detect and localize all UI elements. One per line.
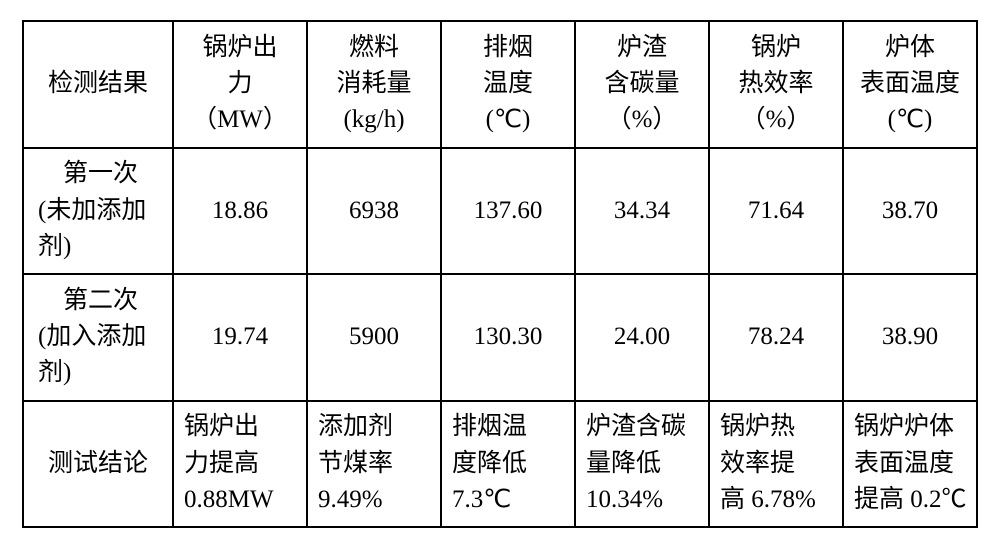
table-header-row: 检测结果 锅炉出 力 （MW） 燃料 消耗量 (kg/h) 排烟 温度 (℃) … — [23, 21, 977, 148]
col-header-efficiency: 锅炉 热效率 （%） — [709, 21, 843, 148]
cell-value: 71.64 — [709, 148, 843, 275]
row-label-first: 第一次 (未加添加 剂) — [23, 148, 173, 275]
cell-value: 6938 — [307, 148, 441, 275]
table-conclusion-row: 测试结论 锅炉出 力提高 0.88MW 添加剂 节煤率 9.49% 排烟温 度降… — [23, 401, 977, 528]
row-label-second: 第二次 (加入添加 剂) — [23, 274, 173, 401]
conclusion-output: 锅炉出 力提高 0.88MW — [173, 401, 307, 528]
cell-value: 38.70 — [843, 148, 977, 275]
cell-value: 19.74 — [173, 274, 307, 401]
col-header-fuel: 燃料 消耗量 (kg/h) — [307, 21, 441, 148]
cell-value: 38.90 — [843, 274, 977, 401]
cell-value: 5900 — [307, 274, 441, 401]
col-header-exhaust-temp: 排烟 温度 (℃) — [441, 21, 575, 148]
cell-value: 130.30 — [441, 274, 575, 401]
table-row: 第二次 (加入添加 剂) 19.74 5900 130.30 24.00 78.… — [23, 274, 977, 401]
col-header-carbon: 炉渣 含碳量 （%） — [575, 21, 709, 148]
conclusion-carbon: 炉渣含碳 量降低 10.34% — [575, 401, 709, 528]
col-header-text: 检测结果 — [28, 66, 168, 102]
cell-value: 78.24 — [709, 274, 843, 401]
conclusion-label: 测试结论 — [23, 401, 173, 528]
results-table: 检测结果 锅炉出 力 （MW） 燃料 消耗量 (kg/h) 排烟 温度 (℃) … — [22, 20, 978, 528]
cell-value: 137.60 — [441, 148, 575, 275]
conclusion-surface-temp: 锅炉炉体 表面温度 提高 0.2℃ — [843, 401, 977, 528]
conclusion-exhaust-temp: 排烟温 度降低 7.3℃ — [441, 401, 575, 528]
cell-value: 24.00 — [575, 274, 709, 401]
col-header-output: 锅炉出 力 （MW） — [173, 21, 307, 148]
cell-value: 34.34 — [575, 148, 709, 275]
conclusion-fuel: 添加剂 节煤率 9.49% — [307, 401, 441, 528]
col-header-surface-temp: 炉体 表面温度 (℃) — [843, 21, 977, 148]
table-row: 第一次 (未加添加 剂) 18.86 6938 137.60 34.34 71.… — [23, 148, 977, 275]
col-header-label: 检测结果 — [23, 21, 173, 148]
cell-value: 18.86 — [173, 148, 307, 275]
conclusion-efficiency: 锅炉热 效率提 高 6.78% — [709, 401, 843, 528]
